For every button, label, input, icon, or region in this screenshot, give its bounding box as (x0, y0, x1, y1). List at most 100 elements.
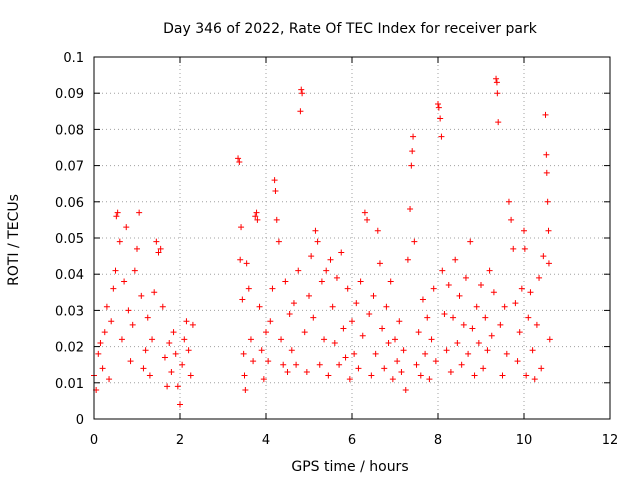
data-point-marker (346, 376, 353, 383)
data-point-marker (97, 339, 104, 346)
data-point-marker (185, 347, 192, 354)
data-point-marker (329, 303, 336, 310)
data-point-marker (392, 336, 398, 343)
data-point-marker (187, 372, 194, 379)
data-point-marker (488, 332, 495, 339)
data-point-marker (174, 383, 181, 390)
x-tick-labels: 0 2 4 6 8 10 12 (90, 433, 618, 448)
data-point-marker (323, 267, 330, 274)
data-point-marker (157, 245, 164, 252)
data-point-marker (331, 339, 338, 346)
data-point-marker (383, 303, 390, 310)
data-point-marker (514, 358, 521, 365)
data-point-marker (282, 278, 289, 285)
data-point-marker (303, 368, 310, 375)
data-point-marker (364, 216, 371, 223)
data-point-marker (516, 329, 523, 336)
data-point-marker (357, 278, 364, 285)
data-point-marker (387, 278, 394, 285)
data-point-marker (450, 314, 457, 321)
data-point-marker (359, 332, 366, 339)
data-point-marker (149, 336, 156, 343)
data-point-marker (471, 372, 478, 379)
data-point-marker (486, 267, 493, 274)
data-point-marker (235, 155, 242, 162)
grid-lines (94, 57, 610, 419)
data-point-marker (286, 311, 293, 318)
data-point-marker (299, 90, 306, 97)
data-point-marker (127, 358, 134, 365)
data-point-marker (501, 303, 508, 310)
data-point-marker (523, 372, 530, 379)
data-point-marker (278, 336, 285, 343)
data-point-marker (242, 387, 249, 394)
data-point-marker (409, 148, 416, 155)
data-point-marker (545, 260, 552, 267)
data-point-marker (310, 314, 317, 321)
x-axis-label: GPS time / hours (291, 459, 408, 475)
y-tick-label: 0.02 (55, 341, 84, 356)
data-point-marker (521, 227, 527, 234)
data-point-marker (482, 314, 489, 321)
data-point-marker (408, 162, 415, 169)
data-point-marker (355, 365, 362, 372)
data-point-marker (151, 289, 158, 296)
data-point-marker (138, 292, 145, 299)
data-point-marker (445, 282, 452, 289)
data-point-marker (499, 372, 506, 379)
data-point-marker (159, 303, 166, 310)
y-tick-label: 0.05 (55, 232, 84, 247)
data-point-marker (183, 318, 190, 325)
data-point-marker (432, 358, 439, 365)
data-point-marker (402, 387, 409, 394)
data-point-marker (385, 339, 392, 346)
data-point-marker (430, 285, 437, 292)
data-point-marker (458, 361, 465, 368)
data-point-marker (140, 365, 147, 372)
data-point-marker (510, 245, 517, 252)
data-point-marker (271, 177, 278, 184)
data-point-marker (177, 401, 183, 408)
data-point-marker (170, 329, 177, 336)
data-point-marker (308, 253, 315, 260)
data-point-marker (161, 354, 168, 361)
data-point-marker (110, 285, 117, 292)
data-point-marker (368, 372, 375, 379)
data-point-marker (417, 372, 424, 379)
data-point-marker (400, 347, 407, 354)
data-point-marker (288, 347, 295, 354)
data-point-marker (103, 303, 110, 310)
x-tick-label: 10 (516, 433, 533, 448)
y-tick-label: 0.06 (55, 196, 84, 211)
data-point-marker (250, 358, 257, 365)
data-point-marker (284, 368, 291, 375)
data-point-marker (456, 292, 463, 299)
data-point-marker (542, 111, 549, 118)
data-point-marker (243, 260, 250, 267)
data-point-marker (336, 361, 343, 368)
data-point-marker (314, 238, 321, 245)
data-point-marker (361, 209, 368, 216)
data-point-marker (241, 372, 248, 379)
y-tick-label: 0.09 (55, 87, 84, 102)
data-point-marker (297, 108, 304, 115)
data-point-marker (353, 300, 360, 307)
data-point-marker (342, 354, 349, 361)
data-point-marker (273, 216, 280, 223)
data-point-marker (505, 198, 512, 205)
data-point-marker (447, 368, 454, 375)
data-point-marker (439, 267, 446, 274)
data-point-marker (435, 104, 442, 111)
y-tick-label: 0.1 (63, 51, 84, 66)
data-point-marker (437, 115, 444, 122)
data-point-marker (529, 347, 536, 354)
data-point-marker (142, 347, 149, 354)
data-point-marker (253, 209, 260, 216)
data-point-marker (179, 361, 186, 368)
data-point-marker (527, 289, 534, 296)
data-point-marker (454, 339, 461, 346)
data-point-marker (538, 365, 545, 372)
data-point-marker (443, 347, 450, 354)
data-point-marker (112, 267, 119, 274)
data-point-marker (258, 347, 265, 354)
